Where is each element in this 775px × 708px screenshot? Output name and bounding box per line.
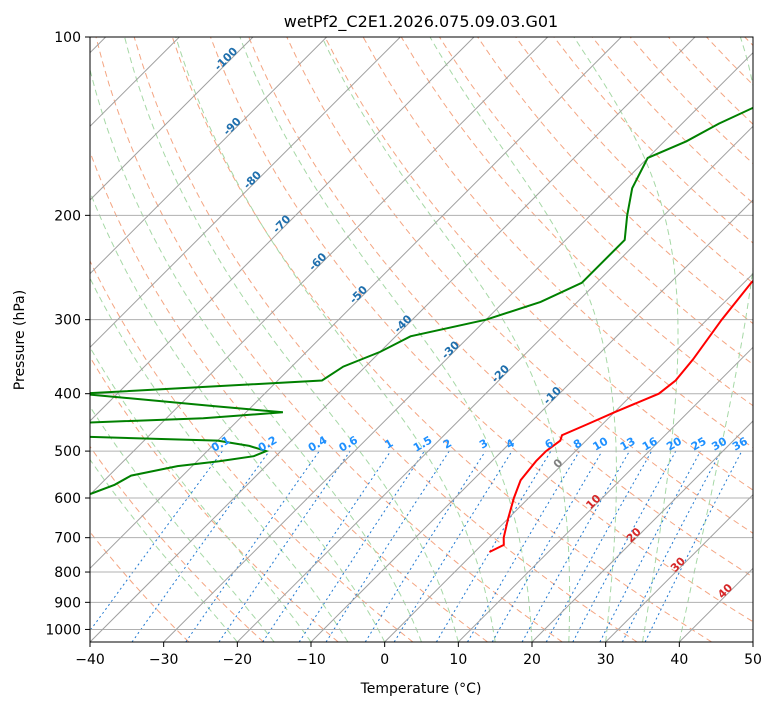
isotherm-line — [457, 346, 753, 642]
x-tick-label: 0 — [380, 652, 389, 668]
mixing-ratio-line — [298, 450, 425, 642]
isotherm-line — [90, 37, 549, 496]
isotherm-line — [90, 37, 401, 349]
x-tick-label: −40 — [75, 652, 105, 668]
mixing-ratio-lines — [90, 450, 743, 642]
dry-adiabat — [286, 37, 753, 534]
y-axis-label: Pressure (hPa) — [12, 290, 28, 390]
x-axis-label: Temperature (°C) — [360, 681, 482, 697]
mixing-ratio-line — [435, 450, 552, 642]
plot-background — [90, 37, 753, 642]
y-tick-label: 600 — [54, 491, 81, 507]
y-axis-ticks: 100 200 300 400 500 600 700 800 900 1000 — [45, 30, 90, 638]
mixing-ratio-line — [90, 450, 223, 632]
y-tick-label: 200 — [54, 208, 81, 224]
y-tick-label: 700 — [54, 531, 81, 547]
isotherm-line — [310, 199, 753, 642]
y-tick-label: 300 — [54, 313, 81, 329]
x-tick-label: −30 — [149, 652, 179, 668]
mixing-ratio-line — [364, 450, 486, 642]
temperature-line — [488, 279, 753, 553]
isotherm-line — [531, 420, 753, 642]
dry-adiabat — [90, 445, 264, 642]
dry-adiabat — [95, 37, 563, 642]
isotherm-line — [90, 37, 475, 422]
dry-adiabat — [515, 37, 753, 284]
moist-adiabat — [239, 37, 533, 642]
mixing-ratio-line — [491, 450, 603, 642]
x-tick-label: 50 — [744, 652, 762, 668]
y-tick-label: 400 — [54, 387, 81, 403]
moist-adiabat — [124, 37, 459, 642]
mixing-ratio-line — [572, 450, 677, 642]
mixing-ratio-line — [521, 450, 630, 642]
isotherm-lines — [90, 37, 753, 642]
x-tick-label: 10 — [449, 652, 467, 668]
series-layer — [90, 106, 753, 553]
mixing-ratio-line — [545, 450, 653, 642]
isotherm-line — [384, 272, 753, 642]
dry-adiabat — [210, 37, 753, 623]
x-tick-label: 30 — [597, 652, 615, 668]
isotherm-line — [605, 493, 753, 642]
moist-adiabat — [90, 190, 386, 642]
y-tick-label: 900 — [54, 595, 81, 611]
x-tick-label: 40 — [670, 652, 688, 668]
mixing-ratio-line — [325, 450, 450, 642]
mixing-ratio-line — [644, 450, 743, 642]
x-tick-label: 20 — [523, 652, 541, 668]
dry-adiabats — [90, 37, 753, 642]
moist-adiabat — [573, 37, 679, 642]
isotherm-line — [90, 37, 254, 201]
y-tick-label: 800 — [54, 565, 81, 581]
y-tick-label: 500 — [54, 444, 81, 460]
mixing-ratio-line — [185, 450, 320, 642]
x-tick-label: −10 — [296, 652, 326, 668]
y-tick-label: 100 — [54, 30, 81, 46]
x-axis-ticks: −40 −30 −20 −10 0 10 20 30 40 50 — [75, 642, 762, 668]
isotherm-line — [90, 37, 328, 275]
dry-adiabat — [324, 37, 753, 491]
dry-adiabat — [171, 37, 712, 642]
y-tick-label: 1000 — [45, 622, 81, 638]
isotherm-line — [236, 125, 753, 642]
mixing-ratio-line — [621, 450, 722, 642]
isotherm-line — [163, 51, 753, 642]
mixing-ratio-line — [467, 450, 580, 642]
x-tick-label: −20 — [223, 652, 253, 668]
isotherm-line — [90, 37, 622, 570]
mixing-ratio-line — [393, 450, 513, 642]
moist-adiabat — [90, 277, 349, 642]
moist-adiabat — [90, 405, 275, 642]
dry-adiabat — [133, 37, 638, 642]
moist-adiabat — [321, 37, 571, 642]
mixing-ratio-line — [599, 450, 701, 642]
dry-adiabat — [90, 259, 414, 642]
chart-title: wetPf2_C2E1.2026.075.09.03.G01 — [284, 12, 558, 32]
dry-adiabat — [248, 37, 753, 578]
dewpoint-line — [90, 106, 753, 495]
plot-frame — [89, 36, 754, 643]
isotherm-line — [90, 37, 696, 642]
pressure-gridlines — [90, 37, 753, 630]
moist-adiabat — [90, 67, 422, 642]
moist-adiabat — [175, 37, 496, 642]
moist-adiabat — [678, 37, 753, 642]
